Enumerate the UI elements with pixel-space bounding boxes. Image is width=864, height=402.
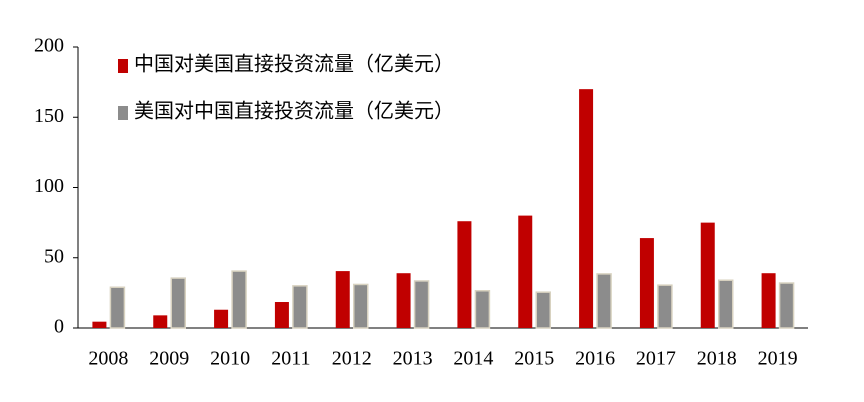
legend-swatch (118, 106, 128, 120)
bar (109, 286, 126, 329)
y-tick-label: 50 (44, 245, 64, 267)
x-tick-label: 2013 (393, 348, 433, 370)
bar (657, 284, 673, 329)
bar (396, 273, 411, 328)
x-tick-label: 2019 (758, 348, 798, 370)
bar (92, 321, 107, 328)
bar (274, 302, 289, 328)
bar (292, 285, 308, 329)
bar (170, 277, 186, 329)
y-tick-label: 0 (54, 316, 64, 338)
x-tick-label: 2011 (271, 348, 310, 370)
bar (778, 282, 795, 329)
bar (535, 291, 551, 329)
y-tick-label: 200 (34, 35, 64, 57)
legend-text: 美国对中国直接投资流量（亿美元） (134, 100, 454, 123)
bar (457, 221, 472, 328)
bar (718, 279, 734, 329)
bar (761, 273, 776, 328)
x-tick-label: 2018 (697, 348, 737, 370)
bar (518, 215, 533, 328)
bar (579, 89, 594, 329)
x-tick-label: 2014 (453, 348, 493, 370)
x-tick-label: 2016 (575, 348, 615, 370)
bar (214, 309, 229, 328)
bar (153, 315, 168, 328)
legend-text: 中国对美国直接投资流量（亿美元） (134, 53, 454, 76)
bar (639, 238, 654, 328)
x-tick-label: 2008 (88, 348, 128, 370)
x-tick-label: 2010 (210, 348, 250, 370)
bar (700, 222, 715, 328)
x-tick-label: 2009 (149, 348, 189, 370)
y-tick-label: 150 (34, 105, 64, 127)
bar (231, 270, 247, 329)
bar (413, 280, 430, 329)
x-tick-label: 2012 (332, 348, 372, 370)
bar (596, 273, 612, 329)
bar (474, 290, 491, 329)
bar (335, 271, 350, 328)
bar (353, 283, 369, 329)
x-tick-label: 2017 (636, 348, 676, 370)
x-tick-label: 2015 (514, 348, 554, 370)
legend-swatch (118, 59, 128, 73)
y-tick-label: 100 (34, 175, 64, 197)
